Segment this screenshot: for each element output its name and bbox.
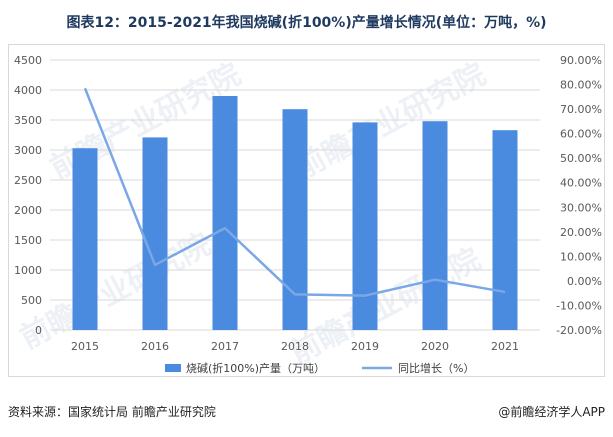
- bar: [492, 130, 518, 330]
- left-tick-label: 3000: [14, 144, 42, 157]
- right-tick-label: 10.00%: [560, 250, 602, 263]
- legend: 烧碱(折100%)产量（万吨） 同比增长（%）: [165, 361, 474, 375]
- bar: [352, 122, 378, 331]
- chart-title: 图表12：2015-2021年我国烧碱(折100%)产量增长情况(单位：万吨，%…: [66, 15, 547, 31]
- right-tick-label: 80.00%: [560, 79, 602, 92]
- line-series: [83, 87, 506, 297]
- right-tick-label: 0.00%: [567, 275, 602, 288]
- x-tick-label: 2018: [281, 340, 309, 353]
- watermark-text: 前瞻产业研究院: [285, 242, 487, 371]
- chart-frame: [8, 44, 605, 377]
- left-tick-label: 1500: [14, 234, 42, 247]
- bar: [212, 96, 238, 330]
- bar: [282, 109, 308, 330]
- watermark-text: 前瞻产业研究院: [15, 227, 217, 356]
- watermark-text: 前瞻产业研究院: [290, 57, 492, 186]
- left-tick-label: 4000: [14, 84, 42, 97]
- right-tick-label: 40.00%: [560, 177, 602, 190]
- x-axis-ticks: 2015 2016 2017 2018 2019 2020 2021: [71, 340, 519, 353]
- bar: [142, 137, 168, 330]
- x-tick-label: 2020: [421, 340, 449, 353]
- right-tick-label: 20.00%: [560, 226, 602, 239]
- x-tick-label: 2017: [211, 340, 239, 353]
- bar: [72, 148, 98, 330]
- right-tick-label: 50.00%: [560, 152, 602, 165]
- left-tick-label: 4500: [14, 54, 42, 67]
- bar: [422, 121, 448, 330]
- x-tick-label: 2016: [141, 340, 169, 353]
- left-tick-label: 1000: [14, 264, 42, 277]
- right-axis-ticks: -20.00% -10.00% 0.00% 10.00% 20.00% 30.00% 40.…: [556, 54, 602, 337]
- brand-credit: @前瞻经济学人APP: [498, 405, 605, 419]
- legend-label-bar: 烧碱(折100%)产量（万吨）: [186, 361, 325, 375]
- source-note: 资料来源：国家统计局 前瞻产业研究院: [8, 405, 216, 419]
- right-tick-label: -10.00%: [556, 299, 602, 312]
- right-tick-label: 90.00%: [560, 54, 602, 67]
- right-tick-label: 30.00%: [560, 201, 602, 214]
- x-tick-label: 2021: [491, 340, 519, 353]
- left-tick-label: 500: [21, 294, 42, 307]
- left-tick-label: 3500: [14, 114, 42, 127]
- x-tick-label: 2015: [71, 340, 99, 353]
- footer: 资料来源：国家统计局 前瞻产业研究院 @前瞻经济学人APP: [8, 403, 605, 423]
- left-tick-label: 2500: [14, 174, 42, 187]
- x-tick-label: 2019: [351, 340, 379, 353]
- legend-label-line: 同比增长（%）: [398, 361, 474, 375]
- legend-swatch-bar: [165, 364, 181, 372]
- left-axis-ticks: 0 500 1000 1500 2000 2500 3000 3500 4000 4500: [14, 54, 42, 337]
- right-tick-label: -20.00%: [556, 324, 602, 337]
- right-tick-label: 70.00%: [560, 103, 602, 116]
- left-tick-label: 0: [35, 324, 42, 337]
- left-tick-label: 2000: [14, 204, 42, 217]
- right-tick-label: 60.00%: [560, 128, 602, 141]
